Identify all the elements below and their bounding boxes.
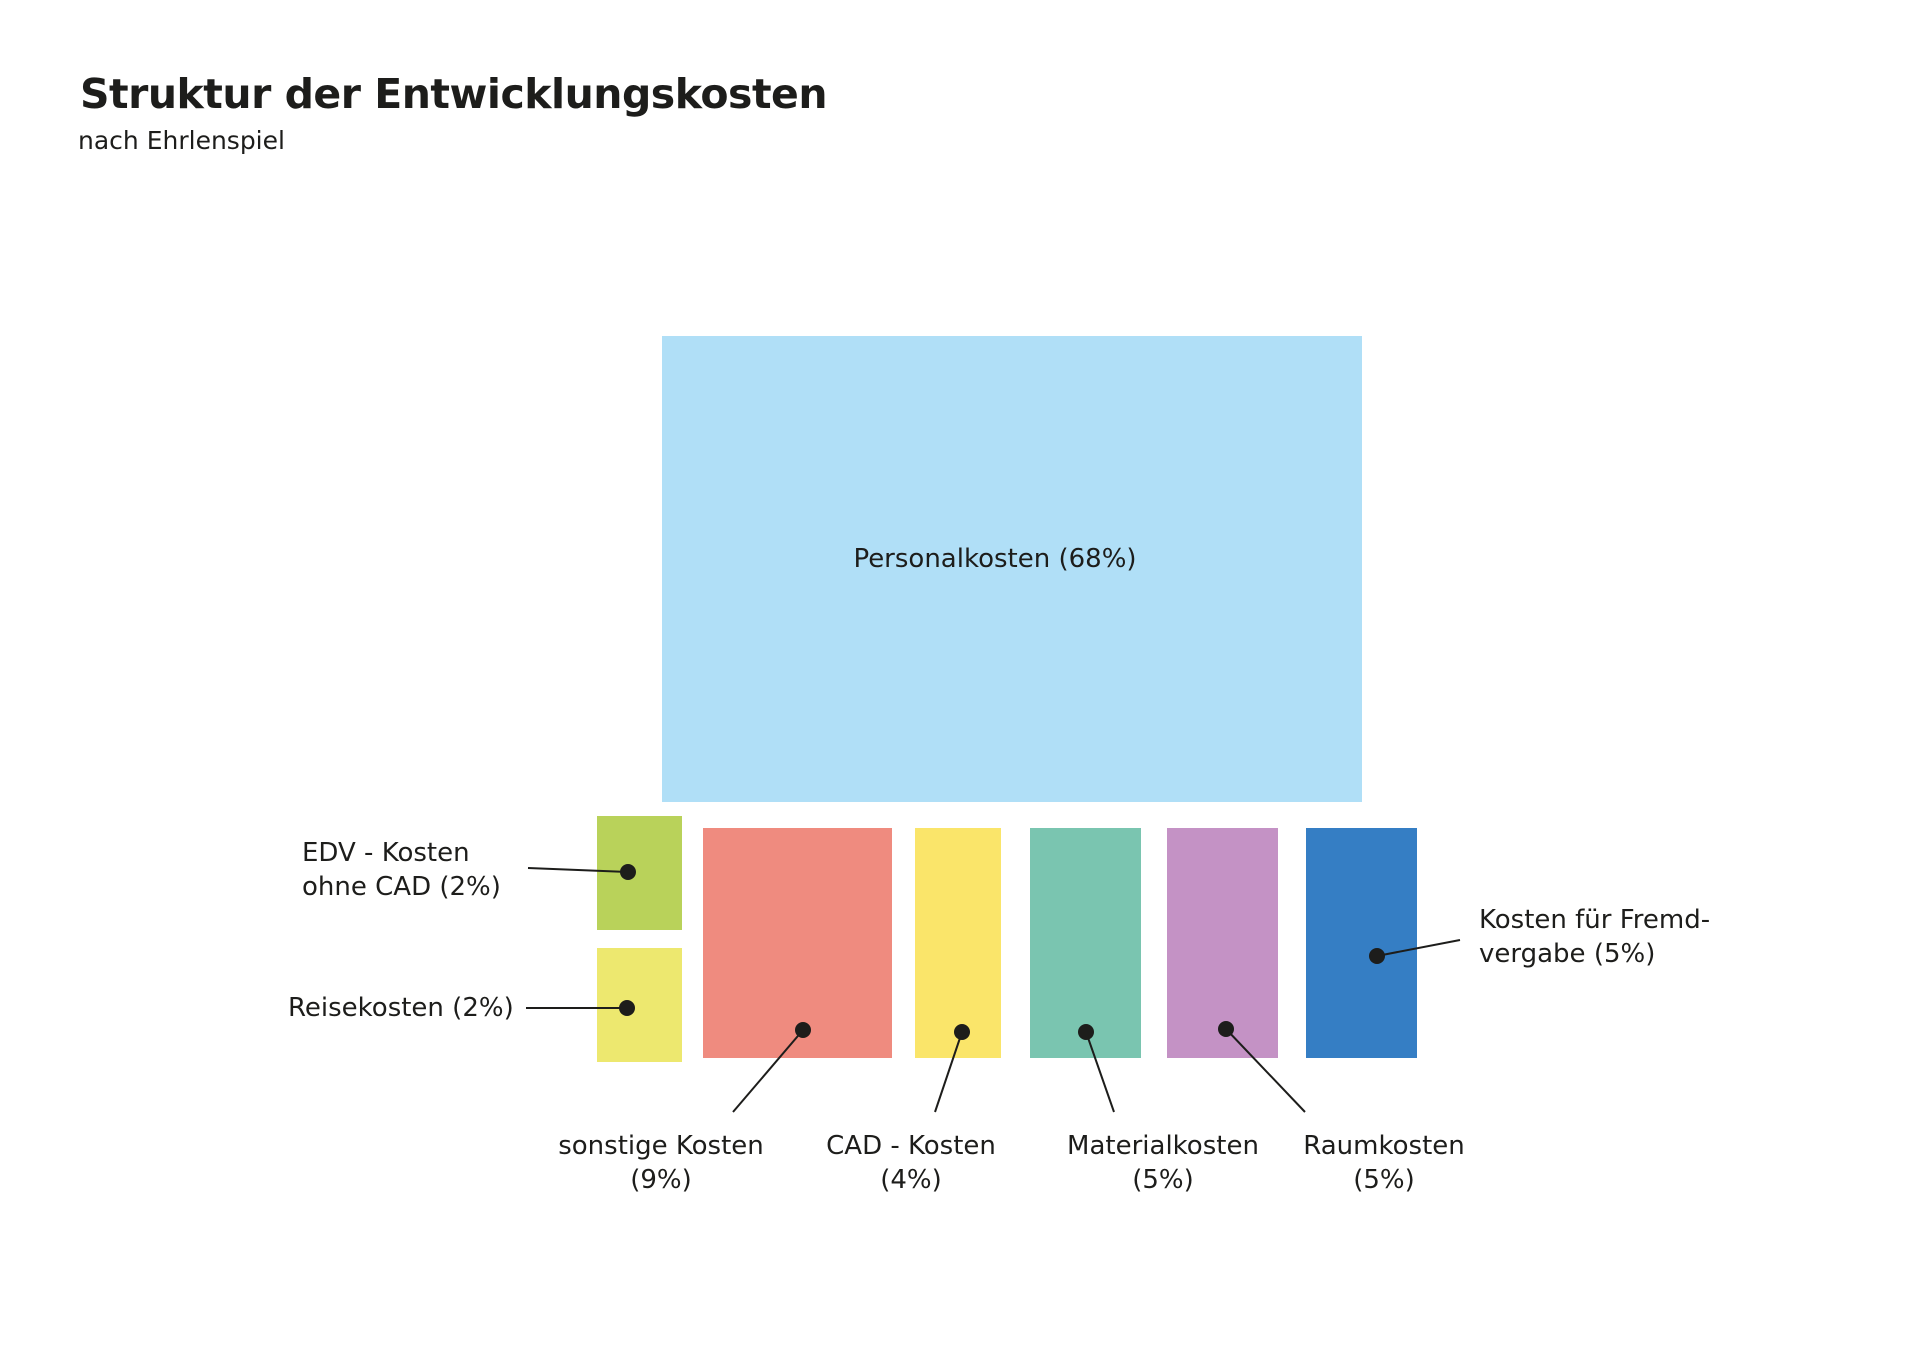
marker-dot-kosten-für-fremdvergabe xyxy=(1369,948,1385,964)
marker-dot-sonstige-kosten xyxy=(795,1022,811,1038)
chart-title: Struktur der Entwicklungskosten xyxy=(80,70,828,118)
tile-kosten-für-fremdvergabe xyxy=(1306,828,1417,1058)
label-reisekosten: Reisekosten (2%) xyxy=(288,993,514,1023)
tile-personalkosten xyxy=(662,336,1362,802)
leader-line-edv-kosten-ohne-cad xyxy=(527,867,629,873)
marker-dot-raumkosten xyxy=(1218,1021,1234,1037)
marker-dot-reisekosten xyxy=(619,1000,635,1016)
label-materialkosten: Materialkosten (5%) xyxy=(1067,1131,1259,1195)
label-raumkosten: Raumkosten (5%) xyxy=(1303,1131,1464,1195)
label-edv-kosten-ohne-cad: EDV - Kosten ohne CAD (2%) xyxy=(302,838,501,902)
tile-cad-kosten xyxy=(915,828,1001,1058)
marker-dot-edv-kosten-ohne-cad xyxy=(620,864,636,880)
tile-raumkosten xyxy=(1167,828,1278,1058)
leader-line-cad-kosten xyxy=(934,1031,963,1113)
tile-sonstige-kosten xyxy=(703,828,892,1058)
leader-line-kosten-für-fremdvergabe xyxy=(1376,939,1461,957)
label-personalkosten: Personalkosten (68%) xyxy=(853,544,1136,574)
marker-dot-cad-kosten xyxy=(954,1024,970,1040)
leader-line-raumkosten xyxy=(1225,1028,1306,1113)
label-sonstige-kosten: sonstige Kosten (9%) xyxy=(558,1131,764,1195)
tile-edv-kosten-ohne-cad xyxy=(597,816,682,930)
tile-materialkosten xyxy=(1030,828,1141,1058)
tile-reisekosten xyxy=(597,948,682,1062)
chart-subtitle: nach Ehrlenspiel xyxy=(78,126,285,155)
marker-dot-materialkosten xyxy=(1078,1024,1094,1040)
leader-line-materialkosten xyxy=(1085,1031,1115,1113)
leader-line-sonstige-kosten xyxy=(732,1029,804,1113)
label-cad-kosten: CAD - Kosten (4%) xyxy=(826,1131,996,1195)
label-kosten-für-fremdvergabe: Kosten für Fremd-vergabe (5%) xyxy=(1479,905,1710,969)
